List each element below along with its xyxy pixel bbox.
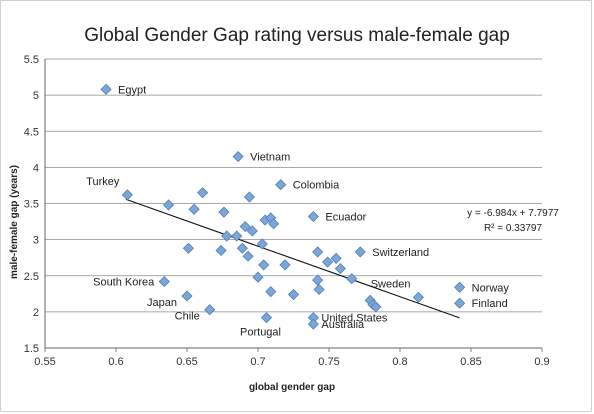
point-label: South Korea [93,277,155,289]
data-point [197,187,209,199]
point-label: Chile [175,311,200,323]
x-tick-label: 0.75 [318,356,339,368]
data-point [236,242,248,254]
data-point [239,221,251,233]
data-point [246,225,258,237]
data-point [354,246,366,258]
point-label: Vietnam [250,152,290,164]
data-point [121,189,133,201]
data-point [268,218,280,230]
data-point [454,281,466,293]
point-label: Japan [147,297,177,309]
point-label: Colombia [293,180,340,192]
data-point [158,275,170,288]
point-label: Australia [321,319,365,331]
point-label: Turkey [86,176,120,188]
point-label: Sweden [371,278,411,290]
y-tick-label: 1.5 [24,343,39,355]
data-point [370,301,382,313]
y-tick-label: 3.5 [24,199,39,211]
point-label: Ecuador [325,212,366,224]
x-tick-label: 0.9 [534,356,549,368]
gridlines [45,58,542,313]
data-point [221,230,233,242]
y-tick-label: 3 [33,235,39,247]
point-label: United States [321,313,388,325]
data-point [412,291,425,303]
point-label: Egypt [118,84,146,96]
data-point [275,179,287,191]
y-axis-label: male-female gap (years) [9,165,20,279]
data-point [256,238,268,250]
data-point [287,288,300,301]
point-label: Finland [472,298,508,310]
data-point [346,273,358,285]
data-point [242,250,254,262]
point-label: Switzerland [372,247,429,259]
data-point [204,304,216,316]
data-point [265,286,277,298]
data-point [279,259,291,271]
x-tick-label: 0.65 [176,356,197,368]
y-tick-label: 2 [33,307,39,319]
data-point [322,256,334,268]
data-points [100,83,466,330]
data-point [215,244,227,257]
data-point [252,271,264,283]
data-point [454,297,466,309]
data-point [312,246,324,258]
y-tick-label: 2.5 [24,271,39,283]
data-point [312,274,324,286]
data-point [258,259,270,271]
y-tick-label: 4 [33,162,39,174]
data-point [182,242,194,254]
trendline [125,198,460,319]
x-tick-label: 0.85 [460,356,481,368]
data-point [260,312,273,324]
trendline-equation: y = -6.984x + 7.7977 [467,208,559,219]
y-tick-label: 5 [33,90,39,102]
chart-title: Global Gender Gap rating versus male-fem… [84,25,510,46]
data-point [307,318,319,330]
data-point [218,206,230,218]
data-point [188,203,200,215]
data-point [181,290,193,302]
x-axis-label: global gender gap [249,382,335,393]
data-point [334,262,346,275]
axes: 1.5 2 2.5 3 3.5 4 4.5 5 5.5 0.55 0.6 0.65 0.7 0.75 0.8… [24,54,550,368]
x-tick-label: 0.8 [392,356,407,368]
data-point [307,210,319,223]
x-tick-label: 0.6 [108,356,123,368]
data-point [330,252,342,264]
data-point [232,150,244,163]
point-label: Norway [472,282,510,294]
x-tick-label: 0.7 [250,356,265,368]
data-point [100,83,112,95]
trendline-group [125,198,460,319]
data-point [313,283,325,296]
data-point [231,230,243,242]
data-point [243,191,256,203]
x-tick-label: 0.55 [34,356,55,368]
y-tick-label: 4.5 [24,126,39,138]
point-annotations: Egypt Vietnam Colombia Turkey Ecuador Switzer… [86,84,509,338]
r-squared: R² = 0.33797 [484,223,543,234]
data-point [162,199,175,211]
point-label: Portugal [240,327,281,339]
y-tick-label: 5.5 [24,54,39,66]
